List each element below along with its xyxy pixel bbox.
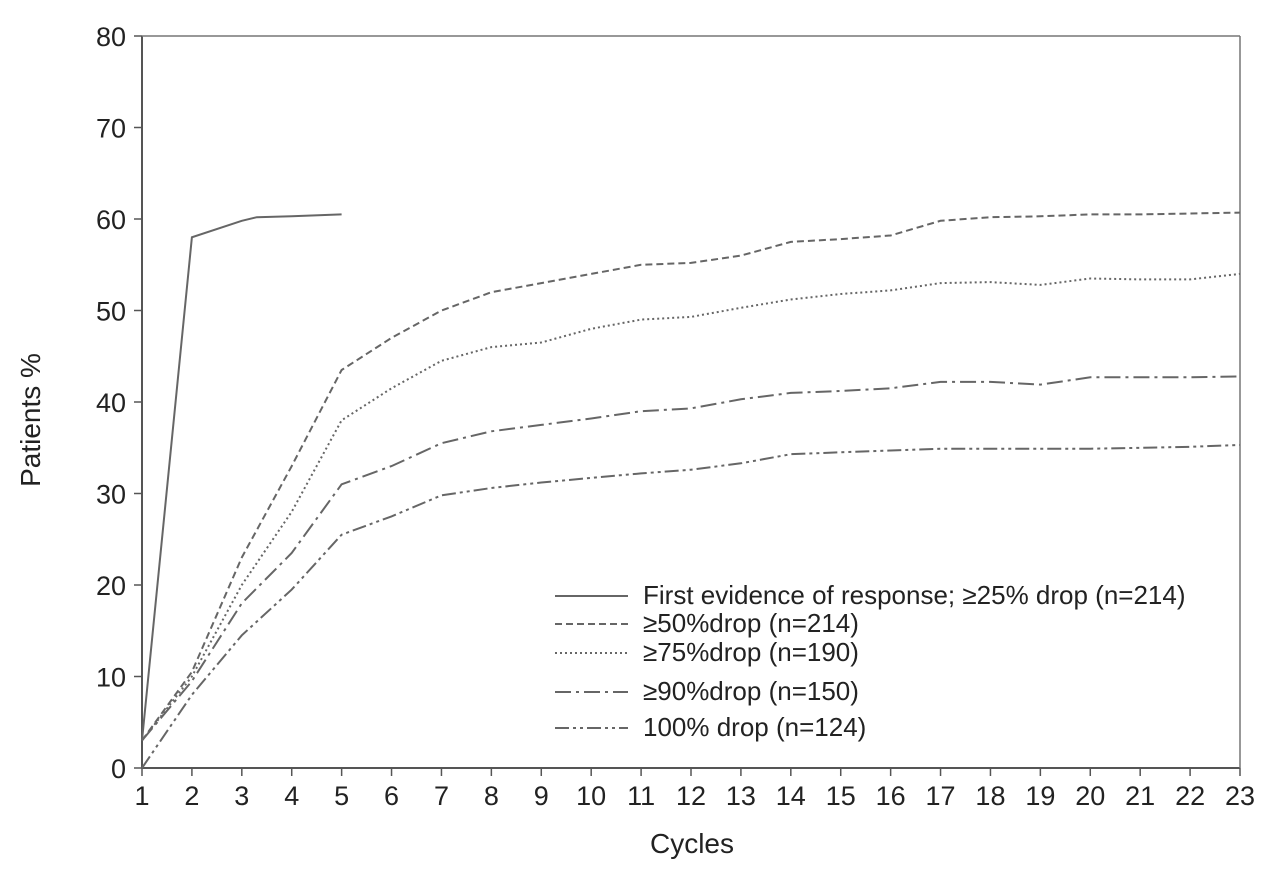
- x-tick-label: 11: [627, 781, 655, 811]
- legend: First evidence of response; ≥25% drop (n…: [555, 580, 1186, 742]
- series-lines: [141, 211, 1241, 769]
- series-line-2: [141, 211, 1241, 742]
- x-axis: 1 2 3 4 5 6 7 8 9 10 11 12 13 14 15 16 17 18 19 20 21 22 23: [134, 768, 1255, 811]
- y-tick-label: 80: [96, 22, 126, 52]
- x-tick-label: 20: [1075, 781, 1105, 811]
- y-tick-label: 20: [96, 571, 126, 601]
- x-axis-title: Cycles: [650, 828, 734, 859]
- x-tick-label: 1: [134, 781, 149, 811]
- series-line-3: [141, 272, 1241, 742]
- x-tick-label: 18: [975, 781, 1005, 811]
- y-axis: 0 10 20 30 40 50 60 70 80: [96, 22, 142, 784]
- x-tick-label: 6: [384, 781, 399, 811]
- x-tick-label: 10: [576, 781, 606, 811]
- y-tick-label: 70: [96, 114, 126, 144]
- y-tick-label: 10: [96, 663, 126, 693]
- x-tick-label: 8: [484, 781, 499, 811]
- x-tick-label: 17: [926, 781, 956, 811]
- y-tick-label: 30: [96, 480, 126, 510]
- x-tick-label: 9: [534, 781, 549, 811]
- legend-label-4: ≥90%drop (n=150): [643, 676, 859, 706]
- legend-label-1: First evidence of response; ≥25% drop (n…: [643, 580, 1186, 610]
- x-tick-label: 23: [1225, 781, 1255, 811]
- y-tick-label: 40: [96, 388, 126, 418]
- legend-label-5: 100% drop (n=124): [643, 712, 866, 742]
- x-tick-label: 4: [284, 781, 299, 811]
- series-line-5: [141, 444, 1241, 769]
- x-tick-label: 5: [334, 781, 349, 811]
- series-line-4: [141, 375, 1241, 742]
- x-tick-label: 22: [1175, 781, 1205, 811]
- x-tick-label: 16: [876, 781, 906, 811]
- y-tick-label: 50: [96, 297, 126, 327]
- x-tick-label: 15: [826, 781, 856, 811]
- x-tick-label: 7: [434, 781, 449, 811]
- legend-label-3: ≥75%drop (n=190): [643, 637, 859, 667]
- x-tick-label: 3: [234, 781, 249, 811]
- legend-label-2: ≥50%drop (n=214): [643, 608, 859, 638]
- x-tick-label: 14: [776, 781, 806, 811]
- y-tick-label: 0: [111, 754, 126, 784]
- series-line-1: [141, 213, 342, 741]
- x-tick-label: 2: [184, 781, 199, 811]
- x-tick-label: 19: [1025, 781, 1055, 811]
- x-tick-label: 21: [1125, 781, 1155, 811]
- y-axis-title: Patients %: [15, 353, 46, 487]
- x-tick-label: 13: [726, 781, 756, 811]
- y-tick-label: 60: [96, 205, 126, 235]
- x-tick-label: 12: [676, 781, 706, 811]
